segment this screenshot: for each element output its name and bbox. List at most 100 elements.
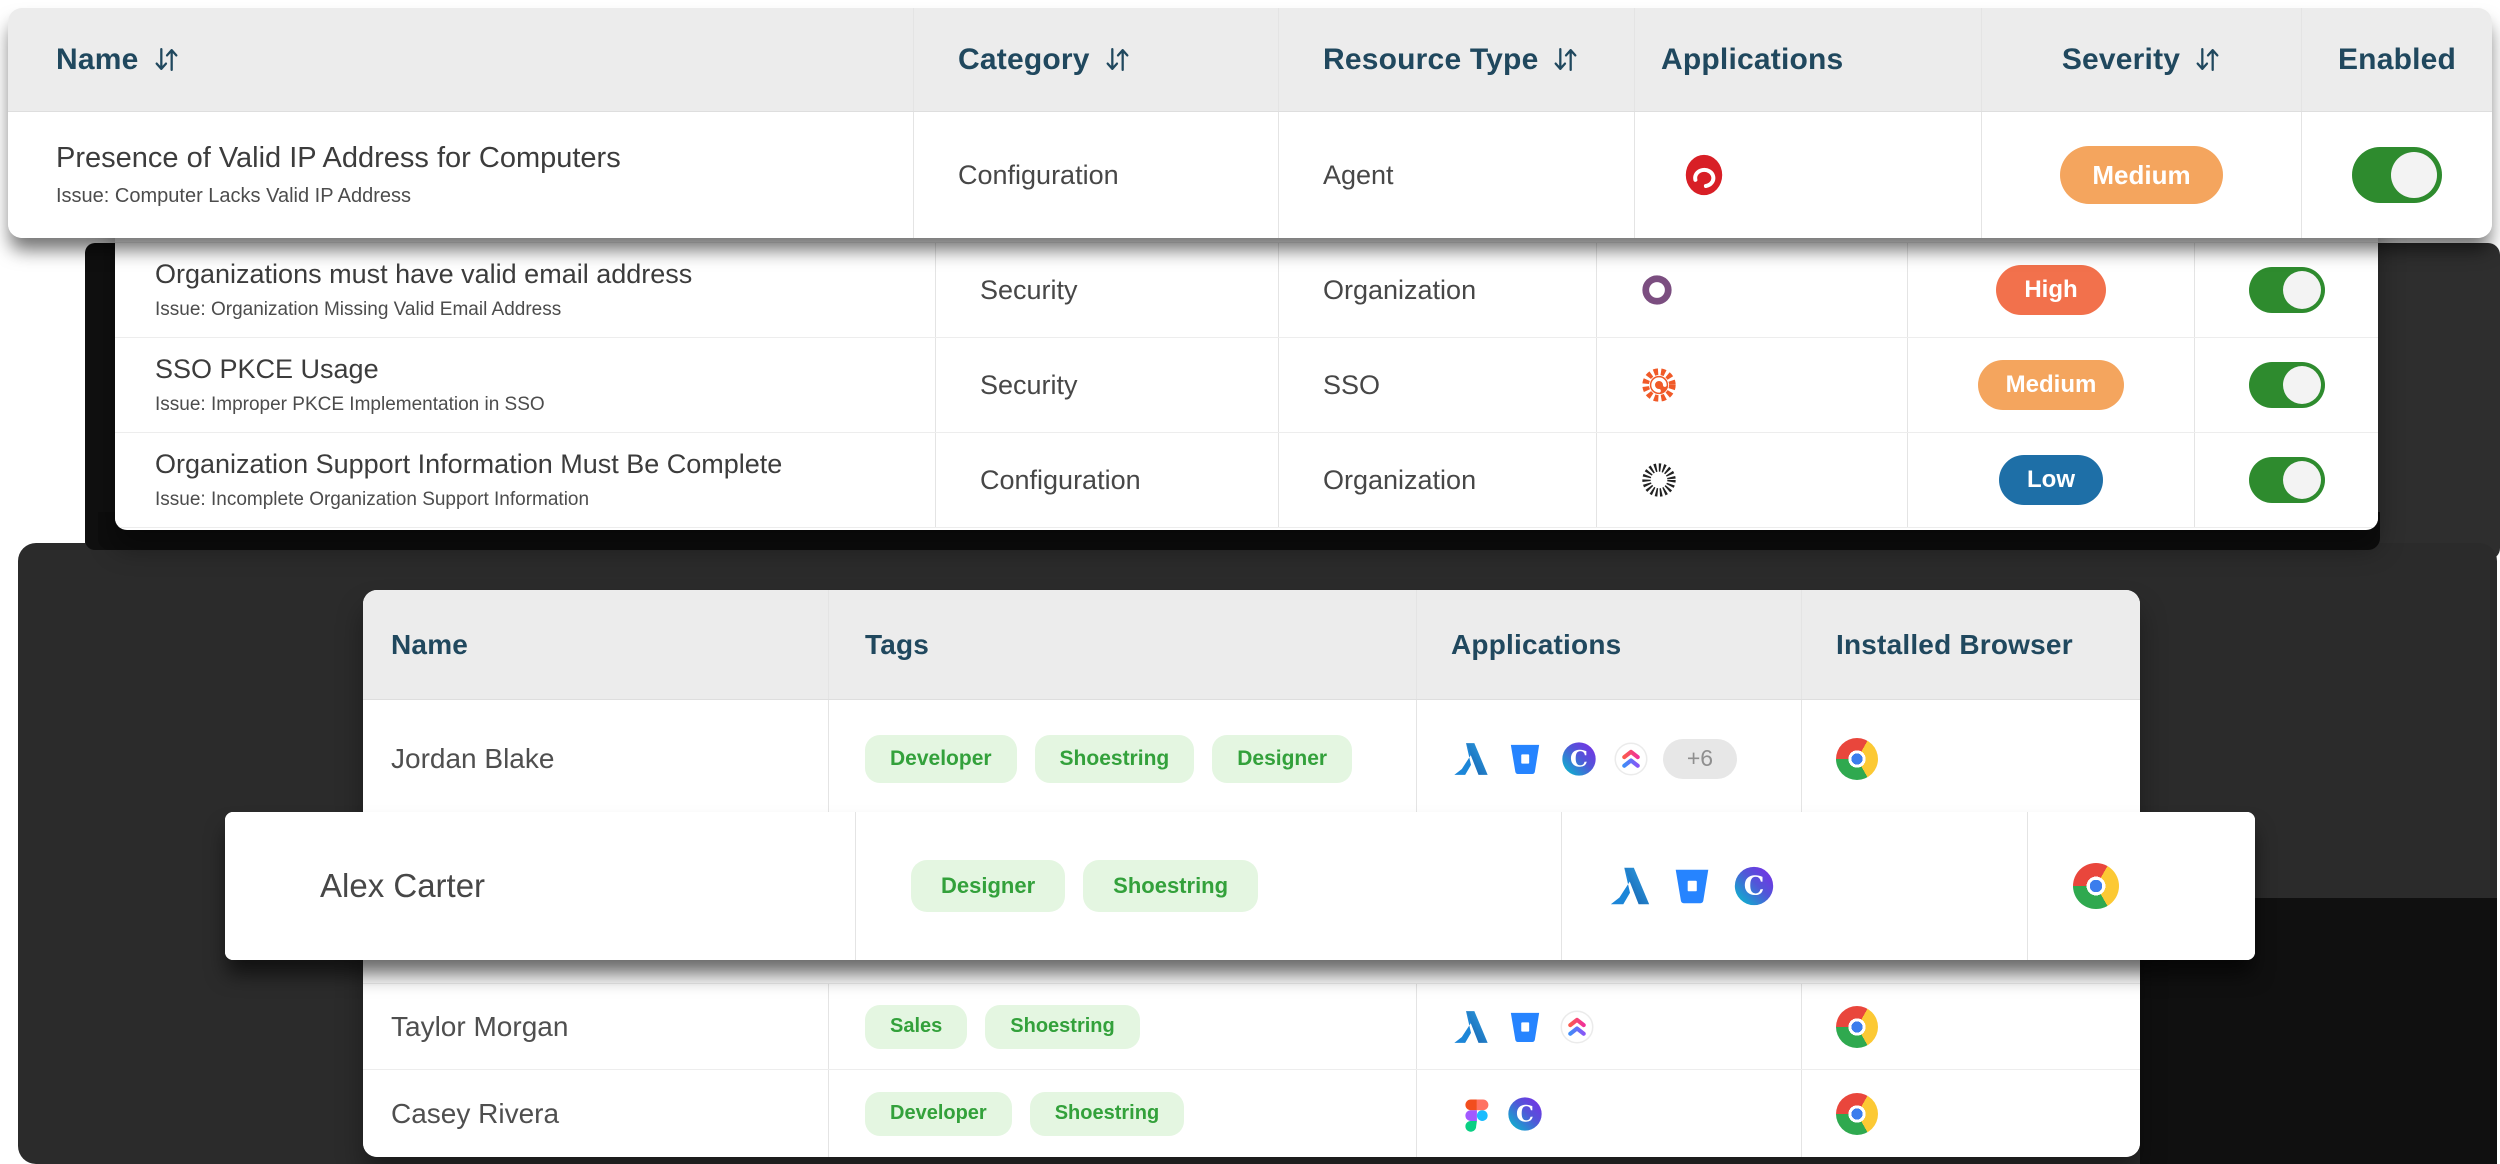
- enabled-toggle[interactable]: [2248, 362, 2325, 408]
- table-row[interactable]: SSO PKCE Usage Issue: Improper PKCE Impl…: [115, 338, 2378, 433]
- policy-resource-type: Organization: [1278, 433, 1596, 527]
- chrome-icon: [2073, 863, 2119, 909]
- person-row[interactable]: Taylor Morgan Sales Shoestring: [363, 984, 2140, 1070]
- column-header-category[interactable]: Category: [913, 8, 1278, 111]
- canva-icon: C: [1508, 1096, 1542, 1131]
- tag-pill: Shoestring: [1029, 1091, 1185, 1136]
- clickup-icon: [1560, 1010, 1594, 1043]
- column-header-label: Category: [958, 42, 1090, 76]
- column-header-applications: Applications: [1416, 590, 1801, 699]
- more-apps-badge[interactable]: +6: [1663, 738, 1737, 779]
- policy-enabled-cell: [2194, 338, 2378, 432]
- bitbucket-icon: [1510, 1012, 1540, 1042]
- policy-severity-cell: Low: [1907, 433, 2194, 527]
- policy-resource-type: Agent: [1278, 112, 1634, 238]
- column-header-label: Installed Browser: [1836, 628, 2073, 660]
- person-name: Taylor Morgan: [391, 1010, 569, 1042]
- column-header-installed-browser: Installed Browser: [1801, 590, 2140, 699]
- person-applications-cell: [1416, 984, 1801, 1069]
- policy-enabled-cell: [2301, 112, 2492, 238]
- svg-text:C: C: [1516, 1101, 1534, 1127]
- policy-name-cell: Organizations must have valid email addr…: [115, 243, 935, 337]
- person-applications-cell: C +6: [1416, 700, 1801, 817]
- person-name: Alex Carter: [320, 867, 486, 904]
- toggle-knob: [2282, 271, 2321, 309]
- azure-icon: [1454, 1010, 1488, 1043]
- column-header-name: Name: [363, 590, 828, 699]
- enabled-toggle[interactable]: [2352, 147, 2442, 203]
- toggle-knob: [2391, 152, 2437, 198]
- severity-badge: Medium: [1977, 360, 2125, 410]
- policy-severity-cell: High: [1907, 243, 2194, 337]
- policy-severity-cell: Medium: [1981, 112, 2301, 238]
- sort-icon[interactable]: [153, 45, 180, 74]
- enabled-toggle[interactable]: [2248, 267, 2325, 313]
- bitbucket-icon: [1510, 744, 1540, 774]
- trend-micro-icon: [1685, 154, 1723, 196]
- column-header-label: Resource Type: [1323, 42, 1539, 76]
- chrome-icon: [1836, 1005, 1878, 1048]
- svg-text:C: C: [1744, 872, 1765, 902]
- figma-icon: [1465, 1099, 1489, 1132]
- person-popped-row[interactable]: Alex Carter Designer Shoestring C: [225, 812, 2255, 960]
- policy-name: Presence of Valid IP Address for Compute…: [56, 142, 621, 175]
- policy-applications-cell: [1596, 243, 1907, 337]
- tag-pill: Shoestring: [1083, 860, 1259, 912]
- canva-icon: C: [1562, 741, 1596, 776]
- policy-resource-type: SSO: [1278, 338, 1596, 432]
- tag-pill: Developer: [865, 734, 1017, 783]
- person-tags-cell: Sales Shoestring: [828, 984, 1416, 1069]
- sort-icon[interactable]: [2194, 45, 2221, 74]
- person-name: Jordan Blake: [391, 742, 555, 774]
- tag-pill: Designer: [911, 860, 1066, 912]
- policy-category: Configuration: [913, 112, 1278, 238]
- column-header-label: Enabled: [2337, 42, 2457, 76]
- policy-category: Configuration: [935, 433, 1278, 527]
- people-table-header: Name Tags Applications Installed Browser: [363, 590, 2140, 700]
- grafana-icon: [1642, 368, 1676, 402]
- column-header-resource-type[interactable]: Resource Type: [1278, 8, 1634, 111]
- severity-badge: High: [1996, 265, 2106, 315]
- policy-name: SSO PKCE Usage: [155, 354, 379, 385]
- policy-enabled-cell: [2194, 243, 2378, 337]
- person-row[interactable]: Jordan Blake Developer Shoestring Design…: [363, 700, 2140, 818]
- policy-name-cell: Organization Support Information Must Be…: [115, 433, 935, 527]
- enabled-toggle[interactable]: [2248, 457, 2325, 503]
- column-header-severity[interactable]: Severity: [1981, 8, 2301, 111]
- policy-issue: Issue: Organization Missing Valid Email …: [155, 298, 562, 320]
- sort-icon[interactable]: [1104, 45, 1131, 74]
- chrome-icon: [1836, 737, 1878, 780]
- column-header-label: Tags: [865, 628, 930, 660]
- severity-badge: Low: [1999, 455, 2103, 505]
- column-header-name[interactable]: Name: [8, 8, 913, 111]
- column-header-tags: Tags: [828, 590, 1416, 699]
- policy-name: Organization Support Information Must Be…: [155, 449, 783, 480]
- table-row[interactable]: Organization Support Information Must Be…: [115, 433, 2378, 528]
- policy-category: Security: [935, 243, 1278, 337]
- policy-applications-cell: [1596, 338, 1907, 432]
- person-popped-row-card: Alex Carter Designer Shoestring C: [225, 812, 2255, 960]
- person-browser-cell: [1801, 1070, 2140, 1157]
- tag-pill: Shoestring: [1034, 734, 1195, 783]
- tag-pill: Sales: [865, 1004, 968, 1049]
- column-header-enabled: Enabled: [2301, 8, 2492, 111]
- policy-popped-row[interactable]: Presence of Valid IP Address for Compute…: [8, 112, 2492, 238]
- purple-ring-icon: [1642, 275, 1672, 305]
- policy-applications-cell: [1596, 433, 1907, 527]
- azure-icon: [1454, 742, 1488, 775]
- policy-applications-cell: [1634, 112, 1981, 238]
- column-header-label: Applications: [1661, 42, 1844, 76]
- severity-badge: Medium: [2060, 146, 2223, 204]
- table-row[interactable]: Organizations must have valid email addr…: [115, 243, 2378, 338]
- person-browser-cell: [2027, 812, 2255, 960]
- policy-table-header: Name Category Resource Type: [8, 8, 2492, 112]
- policy-issue: Issue: Computer Lacks Valid IP Address: [56, 184, 411, 207]
- sort-icon[interactable]: [1552, 45, 1579, 74]
- policy-enabled-cell: [2194, 433, 2378, 527]
- tag-pill: Developer: [865, 1091, 1012, 1136]
- policy-resource-type: Organization: [1278, 243, 1596, 337]
- person-row[interactable]: Casey Rivera Developer Shoestring: [363, 1070, 2140, 1157]
- column-header-applications: Applications: [1634, 8, 1981, 111]
- clickup-icon: [1614, 742, 1648, 775]
- policy-popped-row-card: Name Category Resource Type: [8, 8, 2492, 238]
